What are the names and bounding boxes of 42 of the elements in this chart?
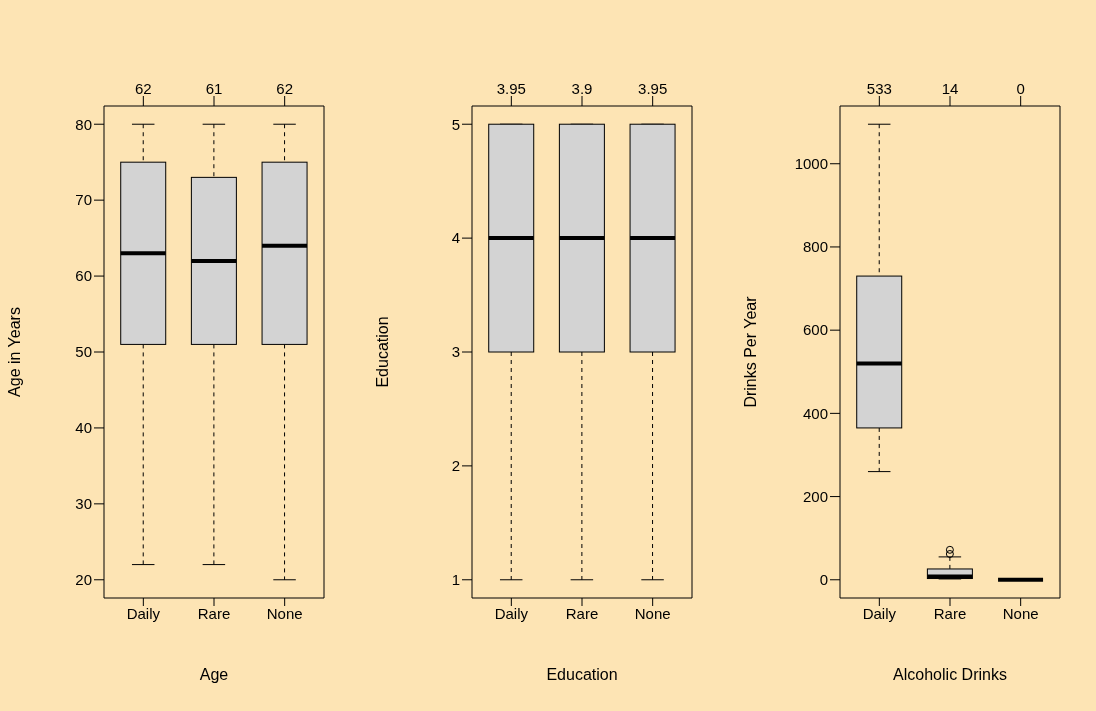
y-tick-label: 400 xyxy=(802,404,828,422)
y-tick-label: 60 xyxy=(75,267,92,285)
x-tick-label: Daily xyxy=(862,604,897,622)
text: 3.95 xyxy=(496,80,526,97)
text: 14 xyxy=(941,80,959,97)
y-tick-label: 200 xyxy=(802,487,828,505)
y-tick-label: 50 xyxy=(75,343,92,361)
y-tick-label: 3 xyxy=(451,343,460,361)
x-tick-label: Daily xyxy=(494,604,529,622)
y-tick-label: 600 xyxy=(802,321,828,339)
text: 61 xyxy=(205,80,223,97)
y-tick-label: 5 xyxy=(451,115,460,133)
y-tick-label: 800 xyxy=(802,238,828,256)
x-tick-label: Rare xyxy=(197,604,231,622)
y-tick-label: 70 xyxy=(75,191,92,209)
text: 3.95 xyxy=(638,80,668,97)
text: 533 xyxy=(866,80,892,97)
y-tick-label: 2 xyxy=(451,457,460,475)
y-tick-label: 1 xyxy=(451,571,460,589)
y-axis-title: Age in Years xyxy=(5,307,23,397)
x-tick-label: None xyxy=(266,604,303,622)
y-tick-label: 4 xyxy=(451,229,460,247)
text: 3.9 xyxy=(571,80,593,97)
text: 62 xyxy=(134,80,152,97)
x-axis-title: Education xyxy=(546,666,618,683)
x-tick-label: None xyxy=(1002,604,1039,622)
text: 0 xyxy=(1016,80,1025,97)
x-tick-label: Rare xyxy=(933,604,967,622)
y-tick-label: 80 xyxy=(75,115,92,133)
y-tick-label: 20 xyxy=(75,571,92,589)
y-tick-label: 0 xyxy=(819,571,828,589)
y-tick-label: 30 xyxy=(75,495,92,513)
y-tick-label: 40 xyxy=(75,419,92,437)
x-tick-label: None xyxy=(634,604,671,622)
text: 62 xyxy=(276,80,294,97)
y-tick-label: 1000 xyxy=(794,155,828,173)
x-axis-title: Alcoholic Drinks xyxy=(893,666,1007,683)
x-tick-label: Daily xyxy=(126,604,161,622)
y-axis-title: Drinks Per Year xyxy=(741,295,759,408)
x-axis-title: Age xyxy=(199,666,229,683)
x-tick-label: Rare xyxy=(565,604,599,622)
y-axis-title: Education xyxy=(373,316,391,388)
